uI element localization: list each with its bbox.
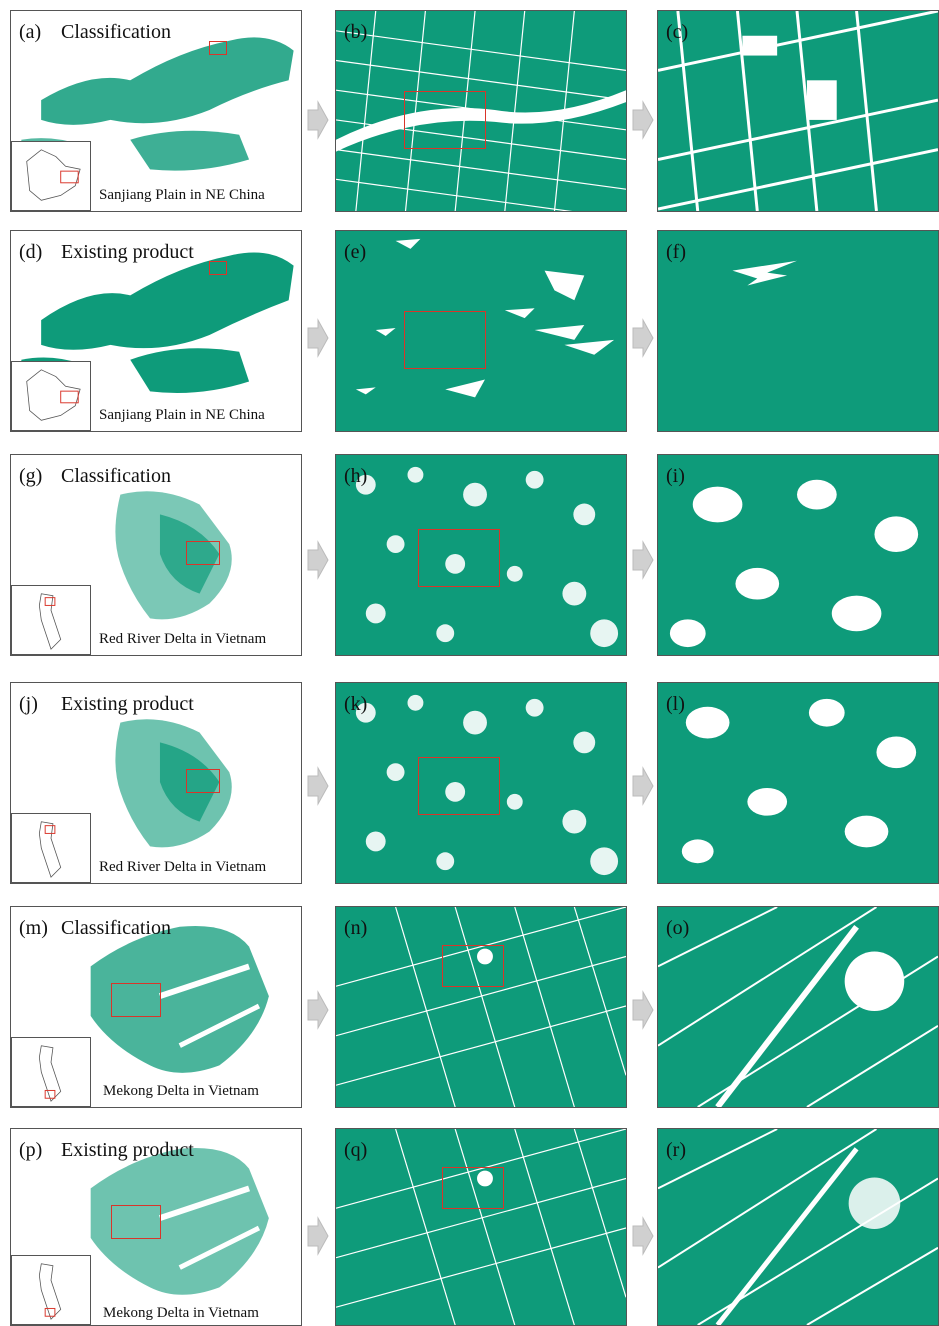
panel-k-zoom: (k) bbox=[335, 682, 627, 884]
zoom-extent-box bbox=[404, 311, 486, 369]
panel-letter: (g) bbox=[19, 465, 43, 487]
arrow-icon bbox=[632, 990, 654, 1030]
zoom-extent-box bbox=[418, 757, 500, 815]
panel-h-zoom: (h) bbox=[335, 454, 627, 656]
panel-letter: (r) bbox=[666, 1139, 686, 1161]
panel-letter: (i) bbox=[666, 465, 685, 487]
locator-inset bbox=[11, 1037, 91, 1107]
panel-b-zoom: (b) bbox=[335, 10, 627, 212]
panel-letter: (n) bbox=[344, 917, 368, 939]
panel-letter: (e) bbox=[344, 241, 367, 263]
panel-letter: (a) bbox=[19, 21, 42, 43]
zoom-extent-box bbox=[442, 945, 504, 987]
panel-letter: (q) bbox=[344, 1139, 368, 1161]
paddy-map-n bbox=[336, 907, 626, 1107]
panel-letter: (j) bbox=[19, 693, 38, 715]
panel-letter: (b) bbox=[344, 21, 368, 43]
zoom-extent-box bbox=[186, 769, 220, 793]
panel-m-overview: (m) Classification Mekong Delta in Vietn… bbox=[10, 906, 302, 1108]
panel-letter: (l) bbox=[666, 693, 685, 715]
zoom-extent-box bbox=[404, 91, 486, 149]
region-label: Red River Delta in Vietnam bbox=[99, 859, 267, 875]
paddy-map-e bbox=[355, 238, 615, 398]
panel-o-zoom: (o) bbox=[657, 906, 939, 1108]
panel-title: Existing product bbox=[61, 241, 194, 263]
zoom-extent-box bbox=[111, 1205, 161, 1239]
paddy-map-k bbox=[355, 694, 619, 876]
paddy-map-b bbox=[336, 11, 626, 211]
arrow-icon bbox=[632, 100, 654, 140]
paddy-map-i bbox=[669, 479, 919, 648]
panel-r-zoom: (r) bbox=[657, 1128, 939, 1326]
arrow-icon bbox=[307, 766, 329, 806]
panel-letter: (o) bbox=[666, 917, 690, 939]
zoom-extent-box bbox=[209, 41, 227, 55]
panel-letter: (m) bbox=[19, 917, 48, 939]
panel-title: Classification bbox=[61, 917, 171, 939]
paddy-map-g bbox=[115, 491, 232, 620]
panel-letter: (f) bbox=[666, 241, 686, 263]
zoom-extent-box bbox=[111, 983, 161, 1017]
paddy-map-m bbox=[90, 925, 269, 1073]
panel-q-zoom: (q) bbox=[335, 1128, 627, 1326]
panel-j-overview: (j) Existing product Red River Delta in … bbox=[10, 682, 302, 884]
locator-inset bbox=[11, 141, 91, 211]
paddy-map-o bbox=[658, 907, 938, 1107]
locator-inset bbox=[11, 585, 91, 655]
panel-g-overview: (g) Classification Red River Delta in Vi… bbox=[10, 454, 302, 656]
panel-letter: (k) bbox=[344, 693, 368, 715]
paddy-map-r bbox=[658, 1129, 938, 1325]
zoom-extent-box bbox=[418, 529, 500, 587]
panel-a-overview: (a) Classification Sanjiang Plain in NE … bbox=[10, 10, 302, 212]
paddy-map-j bbox=[115, 719, 232, 848]
arrow-icon bbox=[307, 1216, 329, 1256]
arrow-icon bbox=[632, 318, 654, 358]
panel-letter: (d) bbox=[19, 241, 43, 263]
panel-d-overview: (d) Existing product Sanjiang Plain in N… bbox=[10, 230, 302, 432]
arrow-icon bbox=[307, 100, 329, 140]
arrow-icon bbox=[307, 318, 329, 358]
arrow-icon bbox=[307, 990, 329, 1030]
paddy-map-p bbox=[90, 1147, 269, 1295]
paddy-map-h bbox=[355, 466, 619, 648]
arrow-icon bbox=[307, 540, 329, 580]
locator-inset bbox=[11, 1255, 91, 1325]
region-label: Mekong Delta in Vietnam bbox=[103, 1305, 259, 1321]
region-label: Sanjiang Plain in NE China bbox=[99, 187, 265, 203]
panel-letter: (h) bbox=[344, 465, 368, 487]
region-label: Red River Delta in Vietnam bbox=[99, 631, 267, 647]
locator-inset bbox=[11, 361, 91, 431]
panel-e-zoom: (e) bbox=[335, 230, 627, 432]
zoom-extent-box bbox=[186, 541, 220, 565]
arrow-icon bbox=[632, 1216, 654, 1256]
panel-letter: (p) bbox=[19, 1139, 43, 1161]
region-label: Sanjiang Plain in NE China bbox=[99, 407, 265, 423]
arrow-icon bbox=[632, 540, 654, 580]
paddy-map-c bbox=[658, 11, 938, 211]
panel-n-zoom: (n) bbox=[335, 906, 627, 1108]
panel-i-zoom: (i) bbox=[657, 454, 939, 656]
panel-title: Classification bbox=[61, 21, 171, 43]
zoom-extent-box bbox=[209, 261, 227, 275]
panel-c-zoom: (c) bbox=[657, 10, 939, 212]
panel-l-zoom: (l) bbox=[657, 682, 939, 884]
panel-title: Existing product bbox=[61, 693, 194, 715]
arrow-icon bbox=[632, 766, 654, 806]
paddy-map-f bbox=[732, 260, 798, 286]
paddy-map-l bbox=[681, 698, 917, 864]
locator-inset bbox=[11, 813, 91, 883]
paddy-map-q bbox=[336, 1129, 626, 1325]
panel-p-overview: (p) Existing product Mekong Delta in Vie… bbox=[10, 1128, 302, 1326]
zoom-extent-box bbox=[442, 1167, 504, 1209]
panel-title: Classification bbox=[61, 465, 171, 487]
panel-f-zoom: (f) bbox=[657, 230, 939, 432]
region-label: Mekong Delta in Vietnam bbox=[103, 1083, 259, 1099]
panel-letter: (c) bbox=[666, 21, 689, 43]
panel-title: Existing product bbox=[61, 1139, 194, 1161]
